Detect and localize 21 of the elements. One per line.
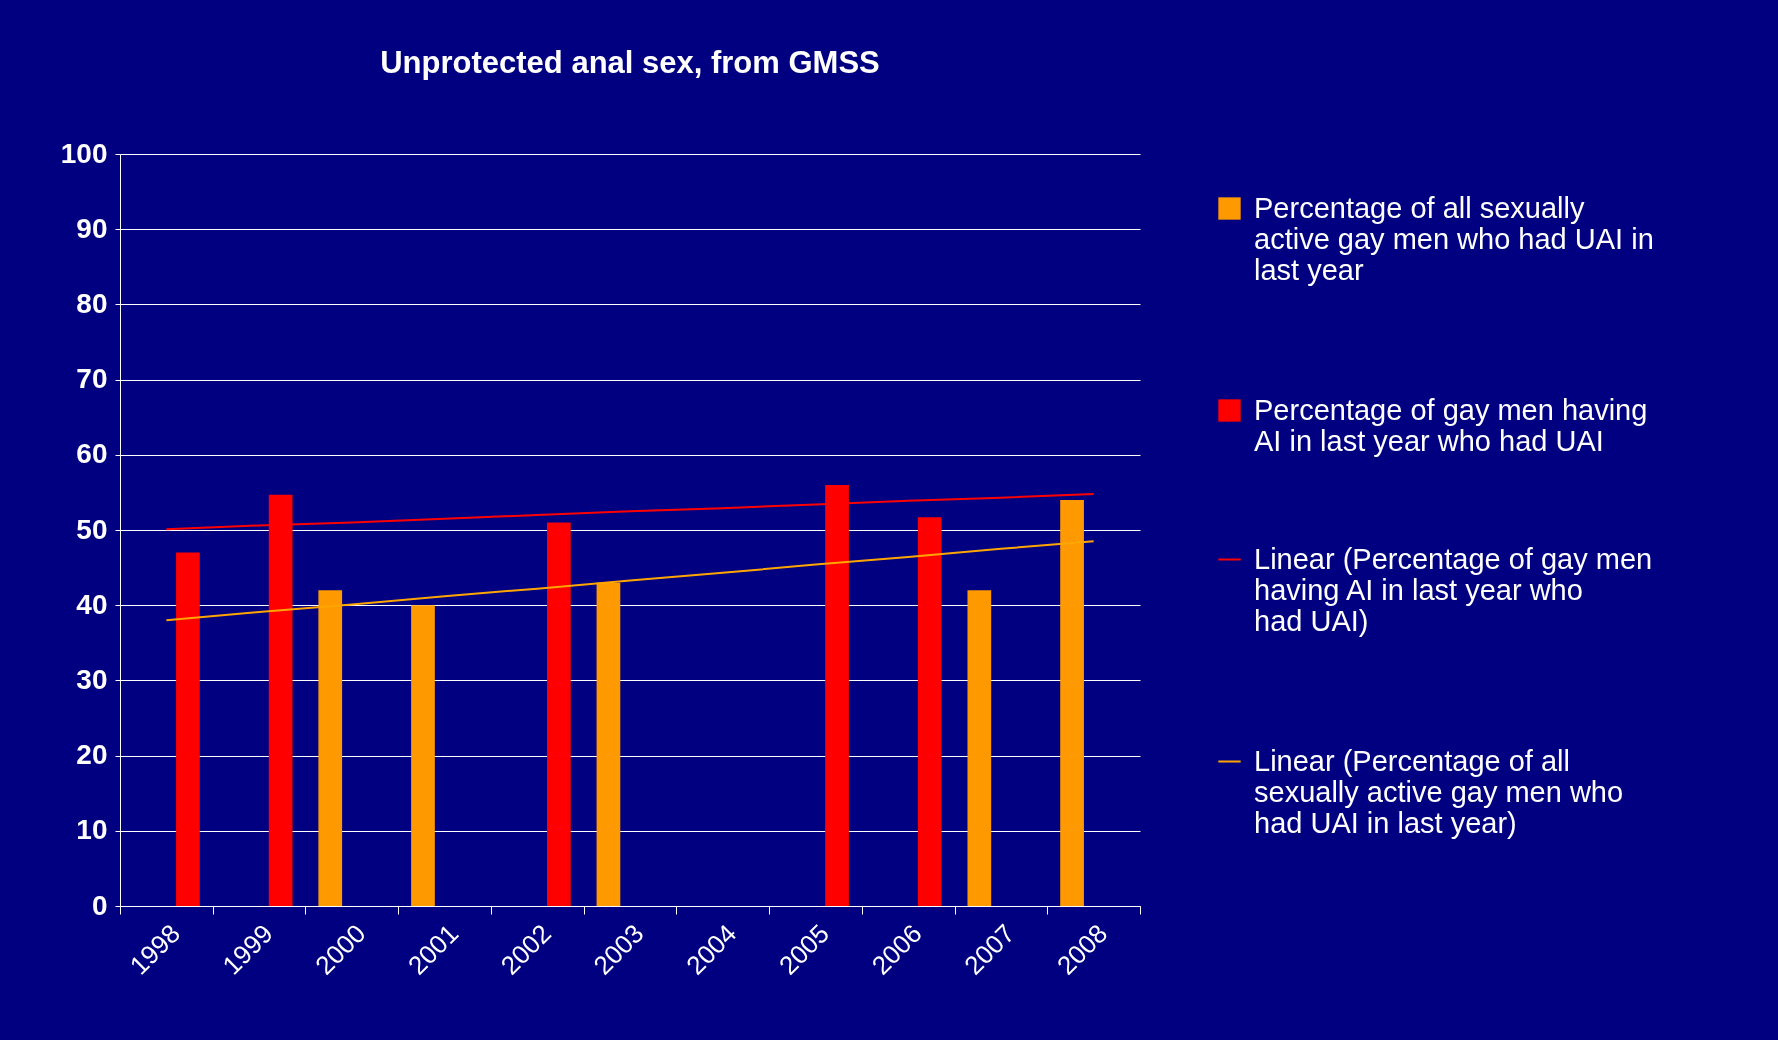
legend-label: Linear (Percentage of all sexually active gay men who had UAI in last year): [1254, 744, 1624, 839]
legend-label: Percentage of all sexually active gay men who had UAI in last year: [1254, 191, 1654, 286]
y-tick-label: 10: [76, 814, 108, 846]
chart-title: Unprotected anal sex, from GMSS: [380, 45, 880, 80]
bar: [176, 552, 200, 906]
y-tick-label: 0: [91, 889, 108, 921]
y-tick-label: 60: [76, 438, 108, 470]
y-tick-label: 20: [76, 739, 108, 771]
y-tick-label: 100: [60, 137, 108, 169]
y-tick-label: 90: [76, 212, 108, 244]
y-tick-label: 50: [76, 513, 108, 545]
bar: [546, 522, 571, 906]
y-tick-label: 30: [76, 663, 108, 695]
bar: [411, 605, 435, 906]
bar: [917, 517, 942, 906]
y-tick-label: 70: [76, 363, 108, 395]
y-tick-label: 40: [76, 588, 108, 620]
legend-label: Linear (Percentage of gay men having AI in last year who had UAI): [1254, 542, 1653, 637]
y-tick-label: 80: [76, 287, 108, 319]
bar: [967, 590, 992, 906]
legend-label: Percentage of gay men having AI in last year who had UAI: [1254, 393, 1648, 457]
